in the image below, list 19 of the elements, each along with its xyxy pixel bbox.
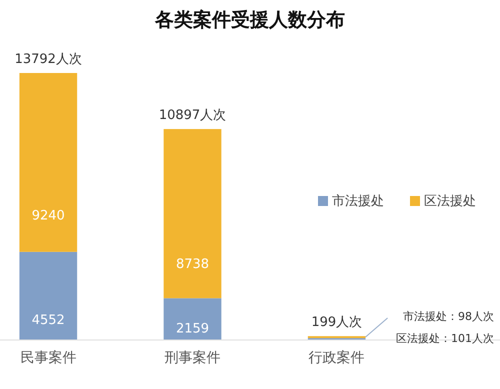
total-label: 13792人次 [14, 52, 82, 67]
bar [19, 252, 78, 340]
total-label: 10897人次 [158, 108, 226, 124]
total-label: 199人次 [311, 315, 362, 330]
x-tick-label: 刑事案件 [164, 349, 220, 366]
legend-label: 区法援处 [424, 194, 476, 209]
legend-label: 市法援处 [332, 194, 384, 209]
x-tick-label: 行政案件 [308, 349, 365, 366]
data-label: 9240 [32, 208, 65, 224]
bar [164, 298, 222, 340]
x-tick-label: 民事案件 [20, 349, 76, 366]
chart-title: 各类案件受援人数分布 [154, 9, 345, 31]
annotation: 市法援处：98人次 [403, 310, 494, 323]
annotation: 区法援处：101人次 [396, 332, 494, 345]
data-label: 4552 [32, 313, 65, 328]
bar [164, 129, 222, 298]
data-label: 2159 [176, 321, 210, 336]
data-label: 8738 [176, 256, 210, 272]
bar [19, 73, 78, 252]
